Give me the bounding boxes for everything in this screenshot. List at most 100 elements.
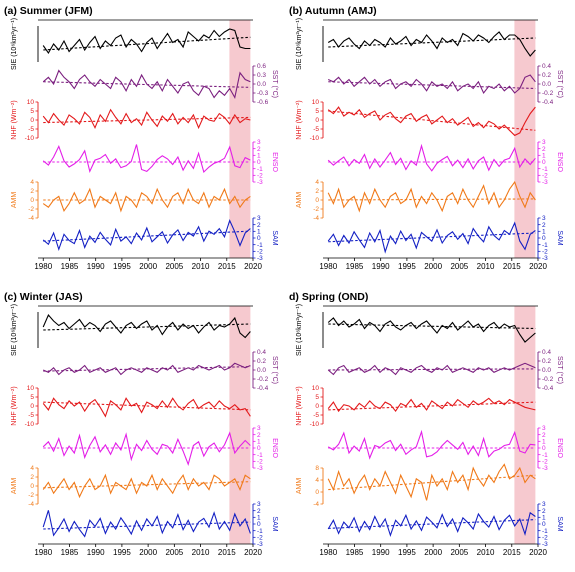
sst-series-line xyxy=(42,69,251,100)
nhf-tick-label: 10 xyxy=(312,99,320,106)
nhf-series-line xyxy=(327,397,536,413)
nhf-tick-label: -5 xyxy=(28,412,34,419)
sst-tick-label: 0.2 xyxy=(542,72,551,79)
nhf-tick-label: -10 xyxy=(310,421,320,428)
nhf-trend-line xyxy=(328,401,536,411)
enso-tick-label: 3 xyxy=(542,139,546,146)
nhf-tick-label: 0 xyxy=(30,117,34,124)
sam-tick-label: 0 xyxy=(542,235,546,242)
sst-trend-line xyxy=(328,368,536,371)
amm-tick-label: 2 xyxy=(315,188,319,195)
enso-tick-label: 1 xyxy=(542,439,546,446)
enso-tick-label: -3 xyxy=(257,179,263,186)
x-tick-label: 1980 xyxy=(34,548,52,557)
sst-tick-label: 0.4 xyxy=(257,349,266,356)
amm-tick-label: 2 xyxy=(30,188,34,195)
sie-series-line xyxy=(42,28,251,55)
amm-tick-label: 4 xyxy=(315,179,319,186)
x-tick-label: 2000 xyxy=(139,548,157,557)
sam-tick-label: -1 xyxy=(257,242,263,249)
sam-tick-label: 3 xyxy=(257,501,261,508)
enso-tick-label: 2 xyxy=(257,146,261,153)
sst-series-line xyxy=(327,74,536,95)
enso-tick-label: -2 xyxy=(257,173,263,180)
sam-tick-label: -3 xyxy=(542,541,548,548)
x-tick-label: 1995 xyxy=(113,548,131,557)
nhf-trend-line xyxy=(43,401,251,411)
sam-tick-label: -2 xyxy=(542,249,548,256)
sam-series-line xyxy=(327,221,536,254)
enso-tick-label: 3 xyxy=(257,425,261,432)
x-tick-label: 2015 xyxy=(218,262,236,271)
sam-tick-label: 2 xyxy=(542,508,546,515)
nhf-trend-line xyxy=(43,116,251,124)
x-tick-label: 2005 xyxy=(165,262,183,271)
x-tick-label: 2015 xyxy=(218,548,236,557)
amm-tick-label: -4 xyxy=(28,215,34,222)
sam-tick-label: -3 xyxy=(542,255,548,262)
nhf-axis-label: NHF (Wm⁻²) xyxy=(296,100,303,139)
sam-tick-label: 1 xyxy=(542,515,546,522)
panel-title: (c) Winter (JAS) xyxy=(4,291,83,303)
x-tick-label: 2020 xyxy=(529,262,547,271)
sam-axis-label: SAM xyxy=(271,230,278,245)
sam-tick-label: -3 xyxy=(257,541,263,548)
nhf-tick-label: 5 xyxy=(30,394,34,401)
sst-tick-label: -0.3 xyxy=(257,90,269,97)
sam-trend-line xyxy=(43,521,251,530)
sie-trend-line xyxy=(43,323,251,331)
enso-series-line xyxy=(327,429,536,460)
sam-series-line xyxy=(327,511,536,538)
sie-axis-label: SIE (10⁶km²yr⁻¹) xyxy=(296,18,303,70)
sie-series-line xyxy=(42,313,251,339)
sst-tick-label: 0.2 xyxy=(542,358,551,365)
sam-tick-label: -2 xyxy=(257,249,263,256)
enso-tick-label: -3 xyxy=(542,465,548,472)
x-tick-label: 1980 xyxy=(319,548,337,557)
sam-tick-label: -2 xyxy=(257,535,263,542)
sst-tick-label: -0.4 xyxy=(257,385,269,392)
panel-1: (a) Summer (JFM)1980 1985 1990 1995 2000 2005… xyxy=(4,5,279,271)
sst-tick-label: 0.2 xyxy=(257,358,266,365)
sie-trend-line xyxy=(328,323,536,330)
enso-tick-label: -2 xyxy=(542,459,548,466)
highlight-region xyxy=(514,20,536,258)
sst-tick-label: 0.0 xyxy=(257,81,266,88)
x-tick-label: 2010 xyxy=(477,548,495,557)
amm-axis-label: AMM xyxy=(296,478,303,495)
sst-tick-label: -0.6 xyxy=(257,99,269,106)
enso-tick-label: -2 xyxy=(257,459,263,466)
enso-series-line xyxy=(327,143,536,172)
nhf-axis-label: NHF (Wm⁻²) xyxy=(296,386,303,425)
x-tick-label: 2015 xyxy=(503,262,521,271)
enso-axis-label: ENSO xyxy=(271,438,278,458)
x-tick-label: 1990 xyxy=(372,548,390,557)
panel-3: (c) Winter (JAS)1980 1985 1990 1995 2000 2005… xyxy=(4,291,279,557)
amm-tick-label: -2 xyxy=(28,492,34,499)
nhf-tick-label: 0 xyxy=(315,117,319,124)
x-tick-label: 1980 xyxy=(34,262,52,271)
sam-tick-label: 0 xyxy=(542,521,546,528)
amm-trend-line xyxy=(43,481,251,489)
nhf-tick-label: -5 xyxy=(28,126,34,133)
amm-tick-label: 4 xyxy=(315,477,319,484)
x-tick-label: 2000 xyxy=(424,548,442,557)
x-tick-label: 2010 xyxy=(192,548,210,557)
amm-trend-line xyxy=(328,198,536,201)
enso-tick-label: 2 xyxy=(257,432,261,439)
sst-axis-label: SST (°C) xyxy=(556,70,564,98)
sst-trend-line xyxy=(43,81,251,88)
highlight-region xyxy=(229,306,251,544)
sam-tick-label: -2 xyxy=(542,535,548,542)
sie-series-line xyxy=(327,31,536,57)
x-tick-label: 2005 xyxy=(165,548,183,557)
enso-tick-label: 0 xyxy=(542,159,546,166)
enso-tick-label: 0 xyxy=(257,445,261,452)
x-tick-label: 2010 xyxy=(477,262,495,271)
sam-tick-label: 1 xyxy=(257,229,261,236)
nhf-series-line xyxy=(42,397,251,418)
amm-axis-label: AMM xyxy=(11,478,18,495)
sam-tick-label: 3 xyxy=(542,501,546,508)
enso-axis-label: ENSO xyxy=(556,438,563,458)
